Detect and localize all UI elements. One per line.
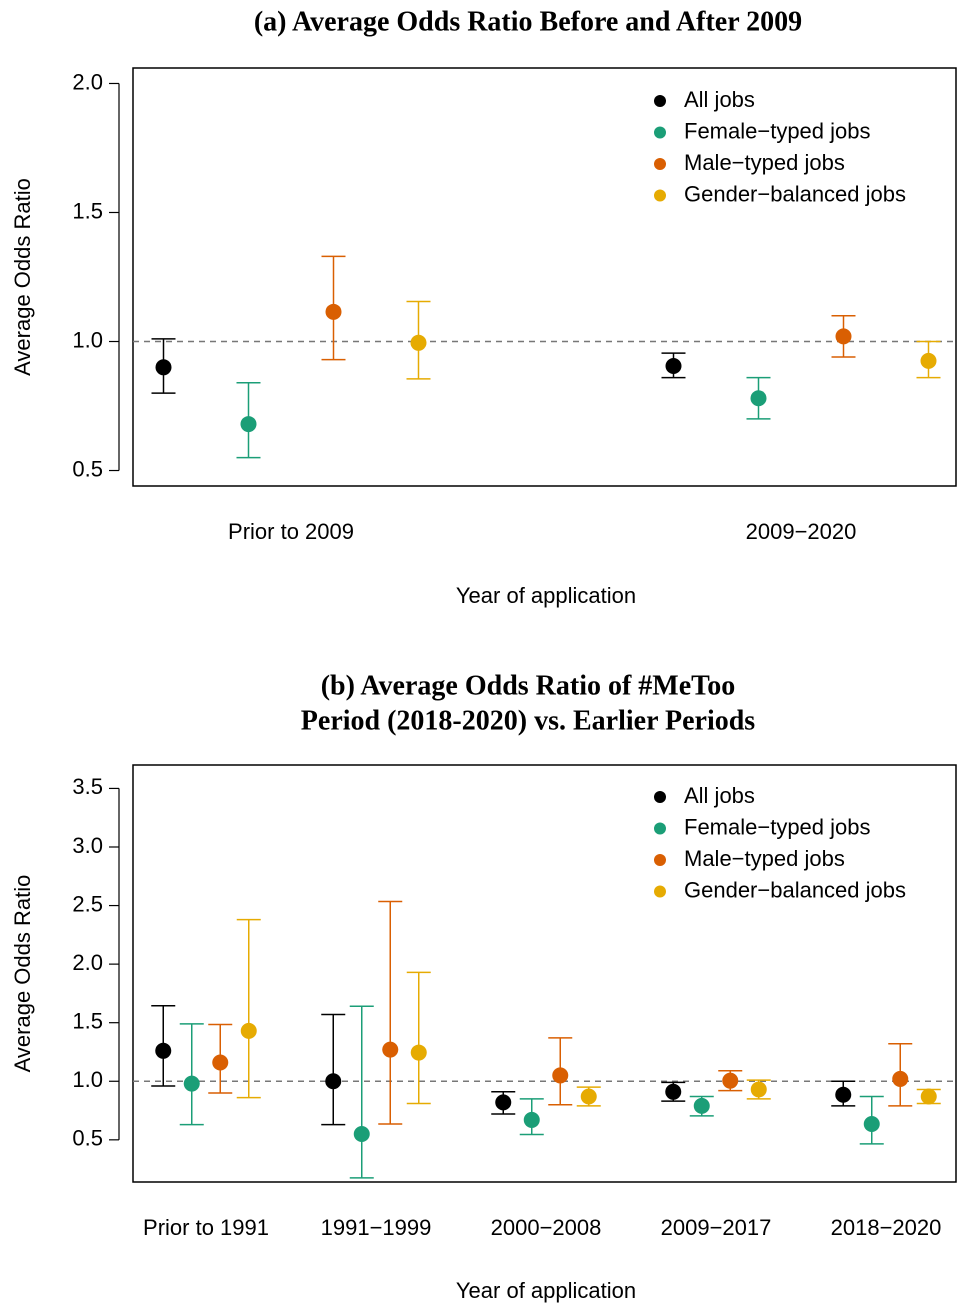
point <box>240 416 257 433</box>
plot-frame <box>132 67 957 487</box>
point <box>325 303 342 320</box>
point <box>325 1073 342 1090</box>
x-tick-label: 2009−2020 <box>746 519 857 544</box>
point <box>920 1088 937 1105</box>
point <box>183 1075 200 1092</box>
legend-marker <box>654 95 666 107</box>
point <box>155 359 172 376</box>
chart-title: Period (2018-2020) vs. Earlier Periods <box>301 705 756 736</box>
point <box>523 1111 540 1128</box>
legend-label: All jobs <box>684 783 755 808</box>
point <box>835 1086 852 1103</box>
point <box>835 328 852 345</box>
y-tick-label: 2.5 <box>72 891 103 916</box>
point <box>353 1125 370 1142</box>
point <box>722 1072 739 1089</box>
legend-marker <box>654 791 666 803</box>
y-tick-label: 3.0 <box>72 833 103 858</box>
point <box>750 390 767 407</box>
point <box>750 1081 767 1098</box>
legend-marker <box>654 822 666 835</box>
x-tick-label: 2009−2017 <box>661 1215 772 1240</box>
point <box>693 1097 710 1114</box>
legend-label: Gender−balanced jobs <box>684 181 906 206</box>
y-tick-label: 0.5 <box>72 456 103 481</box>
legend-label: Female−typed jobs <box>684 814 871 839</box>
x-axis-title: Year of application <box>456 583 636 608</box>
point <box>410 1044 427 1061</box>
x-tick-label: Prior to 1991 <box>143 1215 269 1240</box>
point <box>552 1067 569 1084</box>
y-axis-title: Average Odds Ratio <box>10 178 35 376</box>
x-tick-label: 1991−1999 <box>321 1215 432 1240</box>
point <box>382 1041 399 1058</box>
chart-a: (a) Average Odds Ratio Before and After … <box>10 6 957 608</box>
point <box>410 334 427 351</box>
point <box>920 352 937 369</box>
point <box>212 1054 229 1071</box>
y-tick-label: 1.0 <box>72 327 103 352</box>
legend-marker <box>654 854 666 866</box>
legend-label: Male−typed jobs <box>684 846 845 871</box>
legend-label: Gender−balanced jobs <box>684 877 906 902</box>
legend-label: Male−typed jobs <box>684 150 845 175</box>
point <box>580 1088 597 1105</box>
chart-title: (a) Average Odds Ratio Before and After … <box>254 6 802 37</box>
point <box>495 1094 512 1111</box>
y-tick-label: 1.0 <box>72 1067 103 1092</box>
x-tick-label: Prior to 2009 <box>228 519 354 544</box>
point <box>665 1083 682 1100</box>
x-tick-label: 2018−2020 <box>831 1215 942 1240</box>
y-tick-label: 2.0 <box>72 950 103 975</box>
plot-frame <box>132 764 957 1183</box>
legend-label: All jobs <box>684 87 755 112</box>
point <box>863 1116 880 1133</box>
chart-title: (b) Average Odds Ratio of #MeToo <box>321 670 736 701</box>
x-tick-label: 2000−2008 <box>491 1215 602 1240</box>
chart-b: (b) Average Odds Ratio of #MeToo Period (… <box>10 670 957 1303</box>
point <box>155 1042 172 1059</box>
legend-marker <box>654 126 666 139</box>
point <box>892 1070 909 1087</box>
point <box>665 358 682 375</box>
point <box>240 1022 257 1039</box>
y-tick-label: 1.5 <box>72 198 103 223</box>
legend-marker <box>654 885 666 898</box>
y-tick-label: 3.5 <box>72 774 103 799</box>
y-tick-label: 2.0 <box>72 69 103 94</box>
y-axis-title: Average Odds Ratio <box>10 875 35 1073</box>
legend-marker <box>654 189 666 202</box>
y-tick-label: 1.5 <box>72 1009 103 1034</box>
legend-marker <box>654 158 666 170</box>
x-axis-title: Year of application <box>456 1278 636 1303</box>
y-tick-label: 0.5 <box>72 1126 103 1151</box>
legend-label: Female−typed jobs <box>684 118 871 143</box>
